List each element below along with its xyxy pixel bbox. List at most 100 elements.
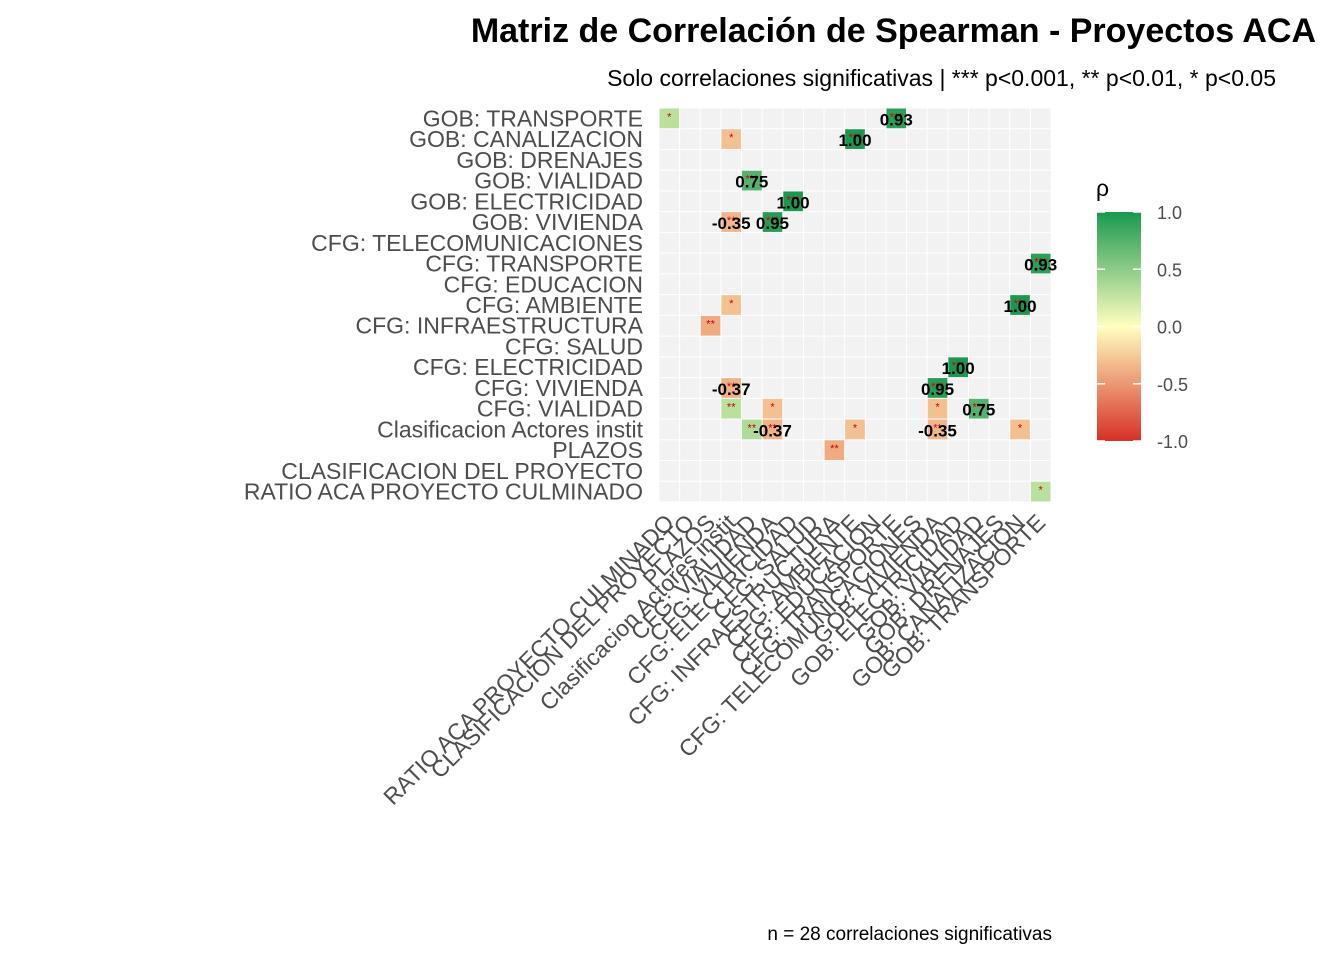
y-tick-label: GOB: VIVIENDA bbox=[472, 209, 644, 235]
significance-marker: ** bbox=[748, 422, 757, 434]
heatmap-cell bbox=[1010, 419, 1030, 440]
heatmap-panel bbox=[658, 107, 1052, 503]
y-tick-label: CFG: SALUD bbox=[505, 333, 643, 359]
correlation-value-label: 0.95 bbox=[921, 380, 954, 399]
heatmap-cell bbox=[927, 378, 948, 398]
significance-marker: * bbox=[853, 422, 858, 434]
significance-marker: ** bbox=[706, 319, 715, 331]
significance-marker: ** bbox=[933, 422, 942, 434]
legend-tick-label: -0.5 bbox=[1157, 375, 1188, 395]
significance-marker: * bbox=[1039, 485, 1044, 497]
heatmap-cell bbox=[968, 398, 989, 419]
legend-tick-label: 1.0 bbox=[1157, 203, 1182, 223]
legend-tick-label: 0.0 bbox=[1157, 318, 1182, 338]
color-legend: ρ 1.0 0.5 0.0 -0.5 -1.0 bbox=[1096, 175, 1188, 452]
legend-tick-label: -1.0 bbox=[1157, 432, 1188, 452]
significance-marker: *** bbox=[787, 194, 801, 206]
heatmap-cell bbox=[927, 419, 948, 440]
y-tick-label: CFG: AMBIENTE bbox=[465, 292, 643, 318]
heatmap-cell bbox=[927, 398, 948, 419]
correlation-value-label: -0.35 bbox=[918, 421, 957, 440]
heatmap-cell bbox=[742, 170, 762, 191]
y-tick-label: GOB: CANALIZACION bbox=[409, 126, 643, 152]
heatmap-cell bbox=[783, 191, 803, 212]
y-tick-label: Clasificacion Actores instit bbox=[377, 416, 643, 442]
heatmap-cell bbox=[762, 419, 783, 440]
y-tick-label: PLAZOS bbox=[552, 437, 643, 463]
correlation-value-label: 0.93 bbox=[1024, 256, 1057, 275]
significance-marker: *** bbox=[952, 360, 966, 372]
significance-marker: * bbox=[770, 402, 775, 414]
y-tick-label: GOB: TRANSPORTE bbox=[423, 105, 643, 131]
legend-tick-label: 0.5 bbox=[1157, 260, 1182, 280]
significance-marker: ** bbox=[727, 215, 736, 227]
heatmap-cell bbox=[742, 419, 762, 440]
legend-title: ρ bbox=[1096, 175, 1109, 201]
correlation-value-label: 1.00 bbox=[777, 193, 810, 212]
significance-marker: ** bbox=[768, 422, 777, 434]
y-tick-label: RATIO ACA PROYECTO CULMINADO bbox=[244, 479, 643, 505]
significance-marker: ** bbox=[727, 402, 736, 414]
y-tick-label: CLASIFICACION DEL PROYECTO bbox=[281, 458, 643, 484]
chart-caption: n = 28 correlaciones significativas bbox=[767, 924, 1052, 945]
significance-marker: * bbox=[667, 111, 672, 123]
heatmap-cell bbox=[659, 108, 680, 129]
correlation-value-label: 1.00 bbox=[1004, 297, 1037, 316]
panel-background bbox=[659, 108, 1051, 502]
y-tick-label: GOB: VIALIDAD bbox=[474, 168, 643, 194]
significance-marker: *** bbox=[745, 174, 759, 186]
heatmap-cells: * **** *********** ******* ********** ***** * *… bbox=[659, 108, 1057, 502]
significance-marker: * bbox=[935, 402, 940, 414]
heatmap-cell bbox=[721, 378, 742, 398]
significance-marker: * bbox=[729, 298, 734, 310]
chart-subtitle: Solo correlaciones significativas | *** … bbox=[607, 65, 1276, 91]
heatmap-cell bbox=[721, 129, 742, 149]
significance-marker: *** bbox=[931, 381, 945, 393]
heatmap-cell bbox=[721, 398, 742, 419]
y-tick-label: CFG: ELECTRICIDAD bbox=[413, 354, 643, 380]
heatmap-cell bbox=[1010, 295, 1030, 315]
significance-marker: *** bbox=[849, 132, 863, 144]
heatmap-cell bbox=[845, 419, 865, 440]
significance-marker: * bbox=[1018, 422, 1023, 434]
heatmap-cell bbox=[824, 440, 845, 461]
y-tick-label: CFG: VIVIENDA bbox=[474, 375, 643, 401]
significance-marker: *** bbox=[1014, 298, 1028, 310]
heatmap-cell bbox=[721, 295, 742, 315]
correlation-value-label: 1.00 bbox=[838, 131, 871, 150]
correlation-value-label: 0.75 bbox=[962, 401, 995, 420]
correlation-value-label: -0.37 bbox=[712, 380, 751, 399]
chart-title: Matriz de Correlación de Spearman - Proy… bbox=[471, 12, 1316, 50]
heatmap-cell bbox=[1030, 253, 1051, 274]
significance-marker: *** bbox=[972, 402, 986, 414]
heatmap-cell bbox=[886, 108, 907, 129]
correlation-value-label: 0.93 bbox=[880, 110, 913, 129]
y-tick-label: CFG: TRANSPORTE bbox=[425, 251, 643, 277]
x-axis-labels: RATIO ACA PROYECTO CULMINADOCLASIFICACIO… bbox=[378, 509, 1050, 810]
y-tick-label: CFG: INFRAESTRUCTURA bbox=[356, 313, 644, 339]
significance-marker: ** bbox=[727, 381, 736, 393]
significance-marker: ** bbox=[830, 443, 839, 455]
y-tick-label: CFG: EDUCACION bbox=[444, 271, 643, 297]
y-tick-label: CFG: VIALIDAD bbox=[477, 396, 643, 422]
heatmap-cell bbox=[845, 129, 865, 149]
heatmap-cell bbox=[721, 212, 742, 232]
heatmap-cell bbox=[700, 315, 721, 336]
y-tick-label: CFG: TELECOMUNICACIONES bbox=[311, 230, 643, 256]
y-tick-label: GOB: ELECTRICIDAD bbox=[410, 188, 643, 214]
heatmap-cell bbox=[1030, 481, 1051, 502]
correlation-value-label: 1.00 bbox=[942, 359, 975, 378]
correlation-value-label: 0.95 bbox=[756, 214, 789, 233]
y-tick-label: GOB: DRENAJES bbox=[456, 147, 643, 173]
heatmap-cell bbox=[948, 357, 968, 378]
significance-marker: * bbox=[729, 132, 734, 144]
correlation-value-label: -0.35 bbox=[712, 214, 751, 233]
correlation-value-label: 0.75 bbox=[735, 173, 768, 192]
heatmap-cell bbox=[762, 398, 783, 419]
heatmap-cell bbox=[762, 212, 783, 232]
significance-marker: *** bbox=[890, 111, 904, 123]
significance-marker: *** bbox=[1034, 257, 1048, 269]
correlation-value-label: -0.37 bbox=[753, 421, 792, 440]
